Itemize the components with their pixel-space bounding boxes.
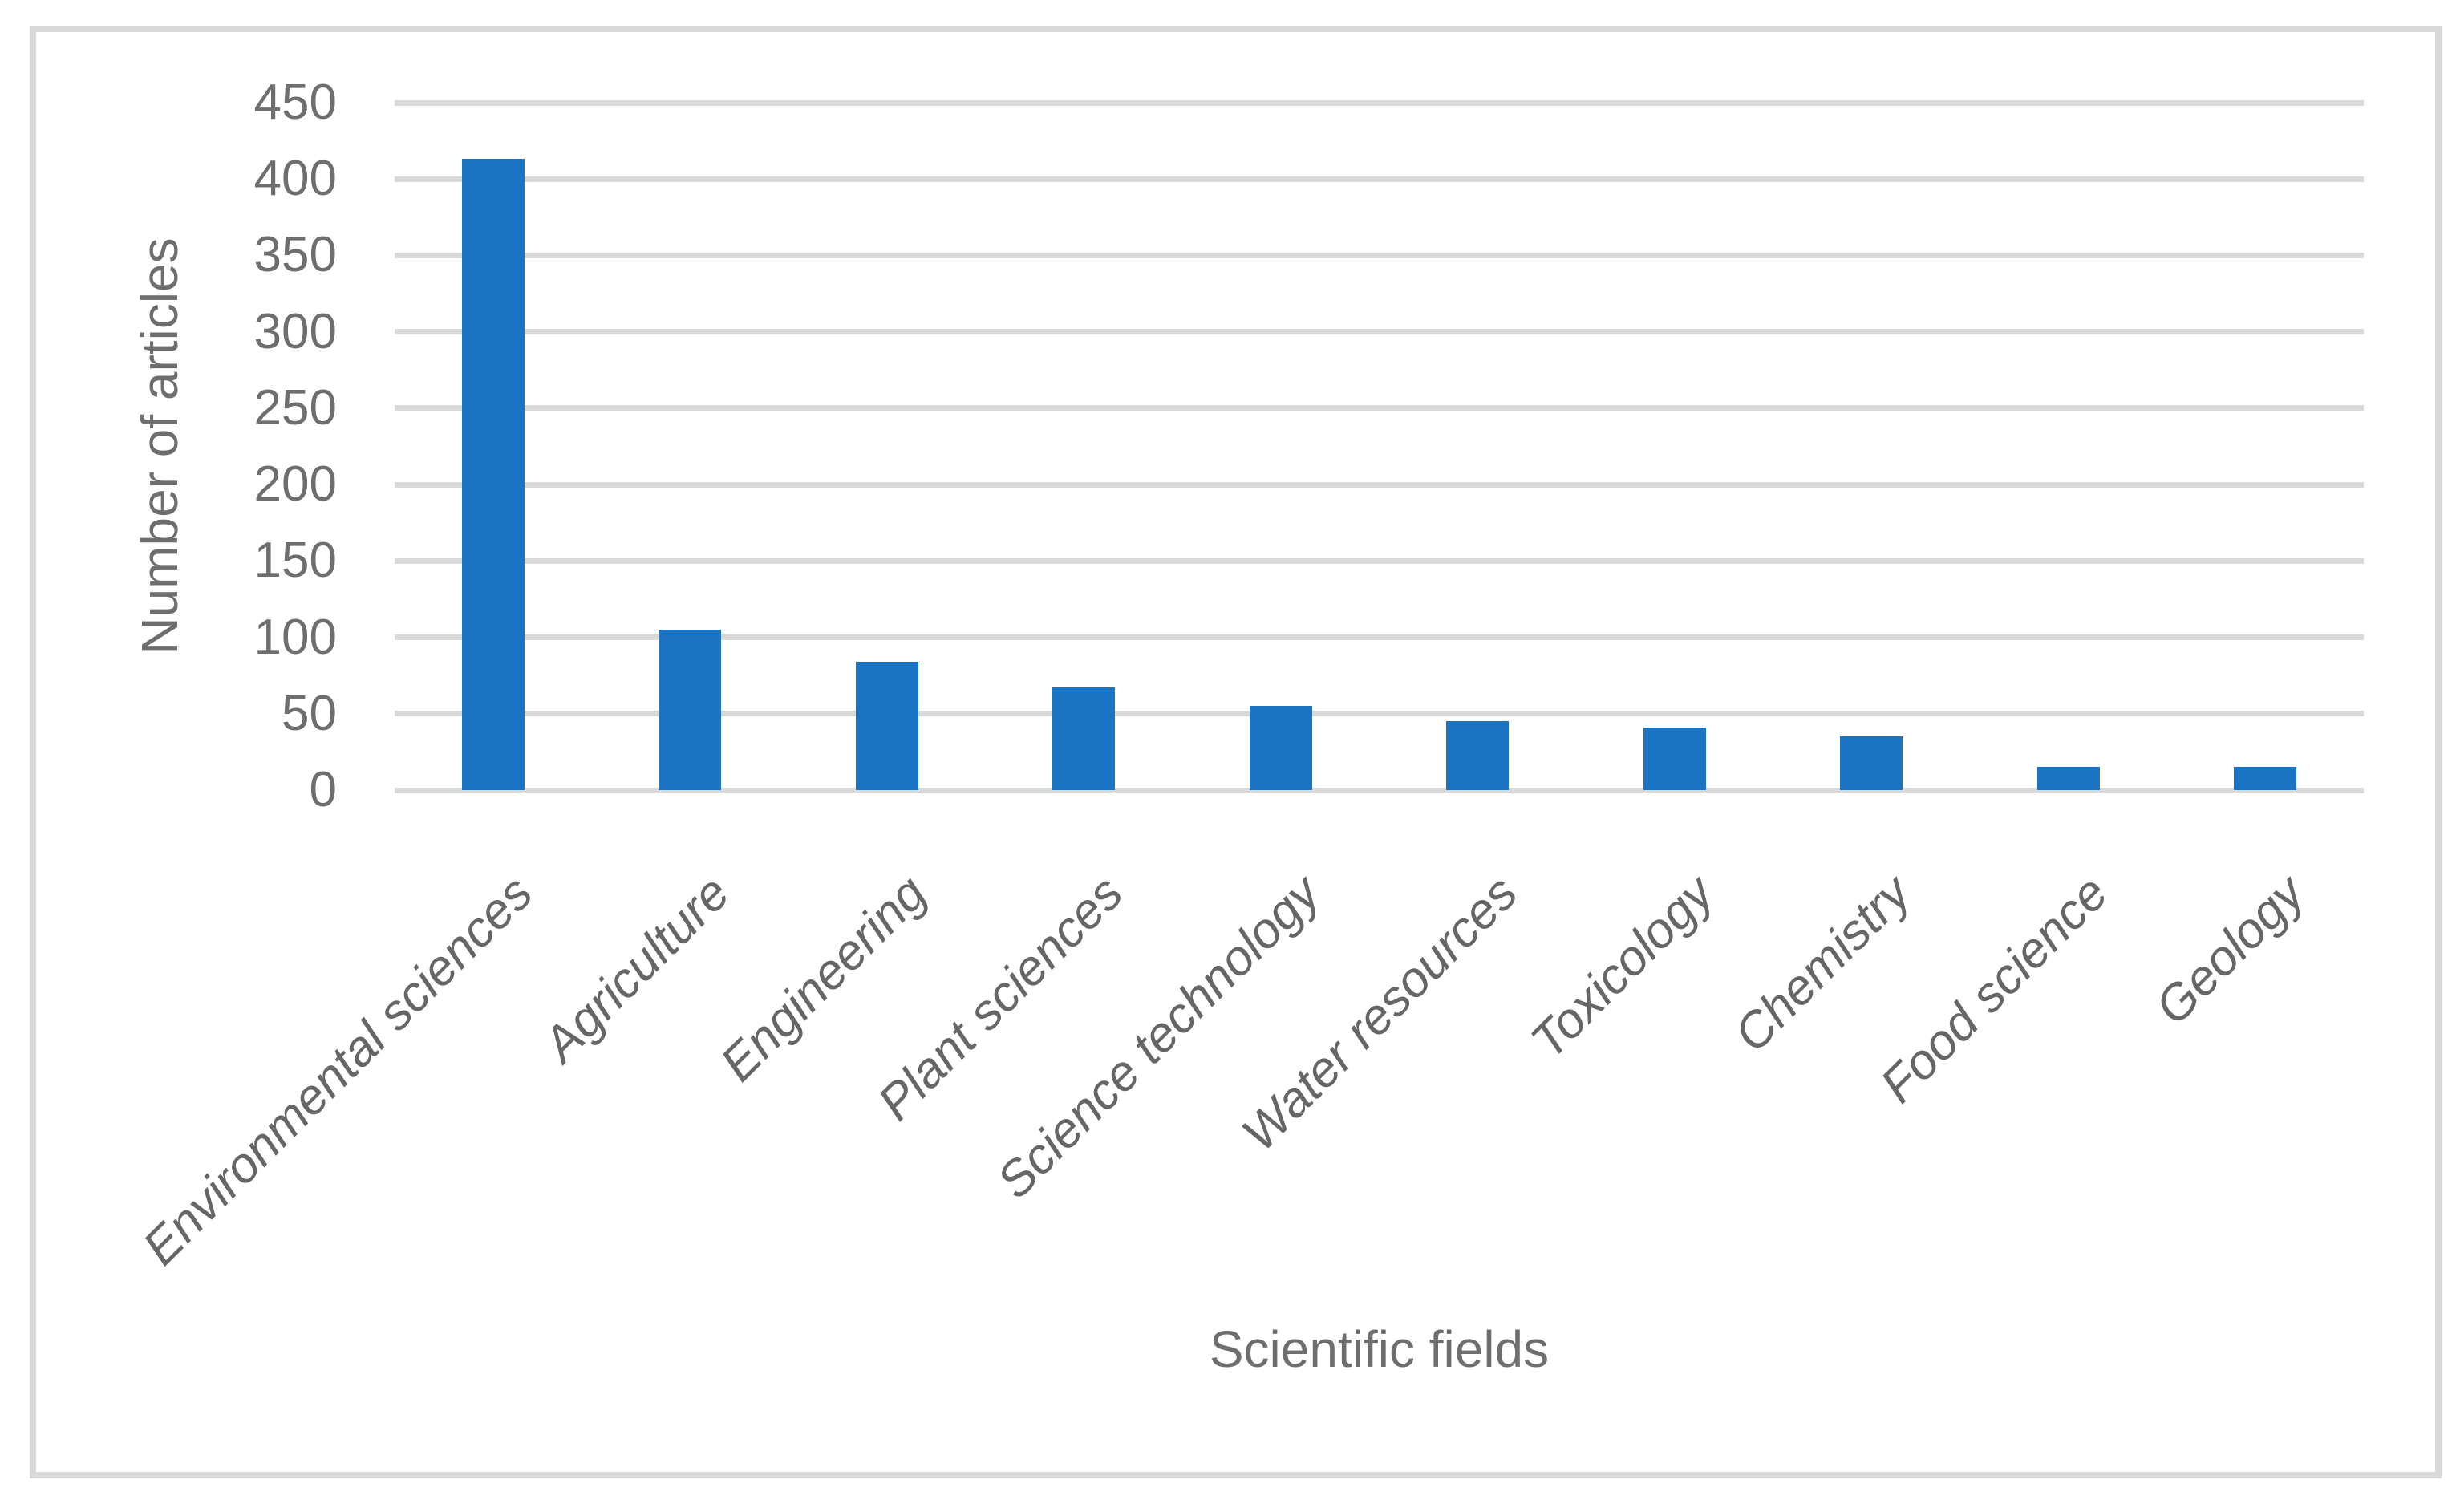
x-axis-title: Scientific fields: [1209, 1320, 1550, 1378]
y-tick-label: 250: [253, 379, 337, 436]
bar-water-resources: [1446, 721, 1510, 790]
bar-plant-sciences: [1052, 687, 1116, 790]
y-tick-label: 400: [253, 151, 337, 207]
bar-food-science: [2036, 767, 2100, 790]
gridline: [395, 99, 2364, 106]
y-tick-label: 150: [253, 533, 337, 589]
gridline: [395, 481, 2364, 488]
gridline: [395, 405, 2364, 411]
bar-toxicology: [1643, 727, 1706, 790]
y-tick-label: 0: [309, 762, 337, 817]
bar-chemistry: [1840, 736, 1903, 790]
y-axis-title: Number of articles: [131, 237, 188, 655]
figure-border: [30, 26, 2442, 1478]
bar-engineering: [855, 662, 918, 790]
gridline: [395, 252, 2364, 258]
plot-area: [395, 99, 2364, 793]
bar-geology: [2234, 767, 2297, 790]
gridline: [395, 329, 2364, 335]
gridline: [395, 557, 2364, 564]
gridline: [395, 787, 2364, 793]
y-tick-label: 350: [253, 227, 337, 283]
y-tick-label: 300: [253, 303, 337, 359]
y-tick-label: 50: [282, 685, 337, 741]
y-tick-label: 450: [253, 75, 337, 130]
y-tick-label: 200: [253, 456, 337, 513]
bar-environmental-sciences: [461, 159, 525, 790]
gridline: [395, 711, 2364, 717]
y-tick-label: 100: [253, 609, 337, 665]
bar-agriculture: [659, 630, 722, 790]
gridline: [395, 634, 2364, 641]
bar-science-technology: [1249, 706, 1312, 790]
gridline: [395, 176, 2364, 182]
